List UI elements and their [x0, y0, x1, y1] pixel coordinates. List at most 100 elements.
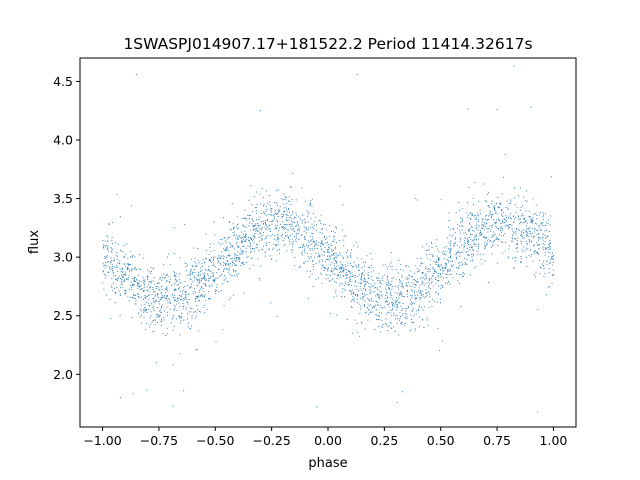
data-point [339, 282, 341, 284]
data-point [493, 208, 495, 210]
data-point [413, 322, 415, 324]
data-point [124, 273, 127, 275]
data-point [231, 245, 233, 247]
data-point [458, 273, 460, 275]
data-point [338, 275, 340, 277]
data-point [188, 293, 190, 295]
data-point [160, 311, 162, 313]
data-point [311, 198, 313, 200]
data-point [109, 269, 111, 271]
data-point [533, 251, 535, 253]
data-point [139, 308, 141, 310]
data-point [171, 284, 173, 286]
data-point [250, 243, 252, 245]
data-point [111, 270, 113, 272]
data-point [349, 254, 351, 257]
data-point [257, 224, 259, 226]
data-point [153, 305, 155, 307]
data-point [351, 292, 353, 294]
data-point [106, 265, 108, 267]
data-point [207, 268, 210, 270]
data-point [282, 211, 284, 213]
data-point [420, 292, 422, 294]
data-point [465, 238, 467, 240]
data-point [356, 323, 358, 325]
y-tick-label: 3.5 [53, 191, 73, 206]
data-point [232, 246, 234, 248]
data-point [177, 283, 179, 286]
data-point [225, 264, 227, 266]
data-point [394, 299, 396, 301]
data-point [186, 274, 188, 276]
data-point [528, 230, 530, 232]
data-point [342, 274, 344, 277]
data-point [541, 263, 544, 265]
data-point [344, 281, 346, 283]
data-point [484, 218, 486, 220]
data-point [491, 200, 493, 202]
data-point [525, 225, 527, 227]
data-point [164, 291, 167, 293]
data-point [246, 257, 248, 259]
data-point [290, 186, 292, 188]
data-point [266, 226, 268, 228]
data-point [288, 207, 290, 209]
data-point [533, 213, 535, 215]
data-point [437, 276, 439, 278]
data-point [249, 248, 251, 250]
data-point [195, 263, 197, 265]
data-point [287, 214, 289, 217]
data-point [262, 211, 264, 213]
data-point [317, 245, 319, 247]
data-point [313, 221, 315, 223]
data-point [397, 306, 399, 308]
data-point [513, 266, 515, 268]
data-point [143, 284, 145, 286]
data-point [113, 275, 115, 277]
data-point [123, 280, 125, 282]
data-point [164, 277, 166, 279]
data-point [261, 221, 263, 223]
data-point [549, 262, 551, 264]
data-point [335, 265, 337, 267]
data-point [248, 214, 250, 217]
data-point [402, 313, 404, 315]
data-point [323, 254, 325, 256]
data-point [111, 239, 113, 241]
data-point [160, 318, 163, 320]
data-point [331, 250, 333, 252]
data-point [206, 269, 208, 272]
data-point [339, 254, 341, 256]
data-point [469, 246, 471, 248]
data-point [163, 310, 165, 312]
data-point [162, 317, 164, 319]
data-point [363, 284, 366, 287]
data-point [418, 296, 421, 298]
data-point [444, 262, 446, 265]
data-point [163, 264, 165, 266]
data-point [468, 229, 470, 231]
data-point [545, 213, 547, 215]
data-point [252, 234, 254, 237]
data-point [178, 315, 180, 317]
data-point [329, 280, 331, 283]
data-point [172, 293, 174, 295]
data-point [145, 297, 147, 299]
data-point [242, 245, 244, 247]
data-point [295, 232, 297, 234]
data-point [428, 291, 430, 293]
data-point [174, 294, 176, 297]
data-point [202, 278, 204, 280]
data-point [117, 278, 119, 280]
data-point [381, 325, 383, 327]
data-point [420, 294, 422, 296]
data-point [155, 286, 157, 288]
data-point [411, 285, 413, 287]
data-point [417, 278, 419, 280]
data-point [321, 232, 323, 234]
data-point [171, 295, 173, 297]
data-point [505, 220, 507, 222]
data-point [497, 213, 499, 215]
data-point [494, 240, 496, 242]
data-point [355, 281, 357, 283]
